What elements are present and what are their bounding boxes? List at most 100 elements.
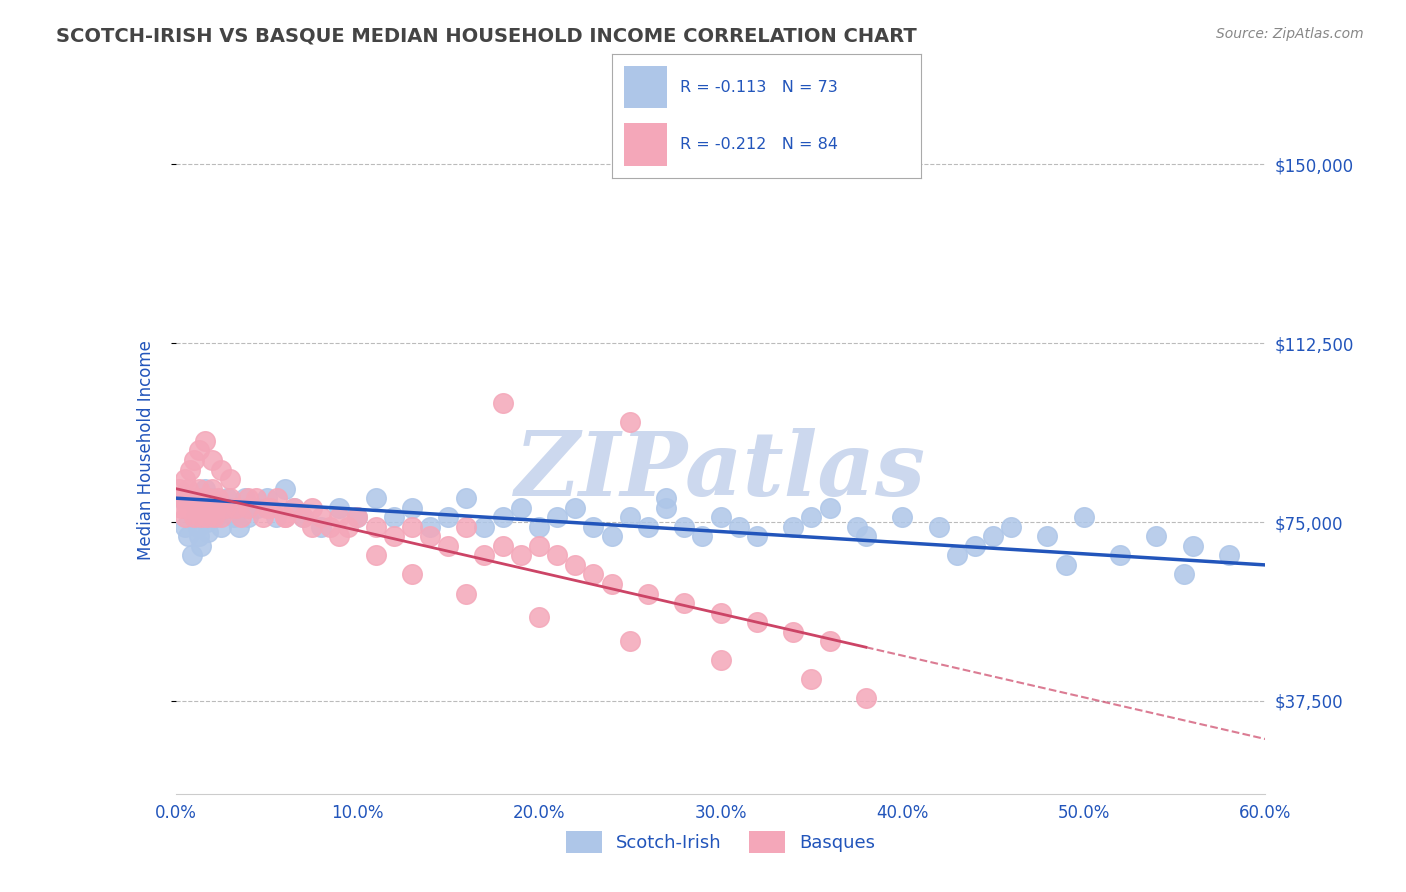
Point bbox=[309, 520, 332, 534]
Point bbox=[928, 520, 950, 534]
Point bbox=[201, 491, 224, 505]
Point bbox=[582, 567, 605, 582]
Point bbox=[172, 491, 194, 505]
Point bbox=[186, 520, 209, 534]
Point bbox=[283, 500, 305, 515]
Point bbox=[219, 500, 242, 515]
Point bbox=[1036, 529, 1059, 543]
Point bbox=[509, 549, 531, 563]
Point bbox=[727, 520, 749, 534]
Point bbox=[1146, 529, 1168, 543]
Point bbox=[188, 482, 211, 496]
Point bbox=[1073, 510, 1095, 524]
FancyBboxPatch shape bbox=[624, 123, 668, 166]
Point bbox=[328, 529, 350, 543]
Point bbox=[291, 510, 314, 524]
Point bbox=[745, 529, 768, 543]
Point bbox=[183, 453, 205, 467]
Point bbox=[527, 610, 550, 624]
Point bbox=[201, 482, 224, 496]
Point bbox=[170, 500, 193, 515]
Point bbox=[173, 472, 195, 486]
Point bbox=[655, 500, 678, 515]
Point bbox=[194, 482, 217, 496]
Point bbox=[319, 520, 342, 534]
Point bbox=[710, 653, 733, 667]
Point bbox=[184, 491, 207, 505]
Point bbox=[283, 500, 305, 515]
Point bbox=[245, 491, 267, 505]
Point bbox=[401, 500, 423, 515]
Point bbox=[437, 539, 460, 553]
Point bbox=[256, 500, 278, 515]
Point bbox=[259, 500, 281, 515]
Point bbox=[209, 520, 232, 534]
Point bbox=[655, 491, 678, 505]
Point bbox=[190, 539, 212, 553]
Y-axis label: Median Household Income: Median Household Income bbox=[136, 341, 155, 560]
Point bbox=[183, 510, 205, 524]
Point bbox=[176, 500, 198, 515]
Point bbox=[800, 510, 823, 524]
Point bbox=[219, 491, 242, 505]
Point bbox=[382, 510, 405, 524]
Point bbox=[855, 691, 877, 706]
Point bbox=[274, 510, 297, 524]
Point bbox=[231, 510, 253, 524]
Point bbox=[692, 529, 714, 543]
Point bbox=[181, 549, 204, 563]
Point bbox=[264, 510, 287, 524]
Text: ZIPatlas: ZIPatlas bbox=[515, 428, 927, 515]
Point bbox=[1181, 539, 1204, 553]
Point bbox=[492, 396, 515, 410]
Text: R = -0.113   N = 73: R = -0.113 N = 73 bbox=[679, 79, 838, 95]
Point bbox=[492, 539, 515, 553]
Point bbox=[225, 500, 247, 515]
Point bbox=[800, 673, 823, 687]
Point bbox=[945, 549, 967, 563]
Point bbox=[855, 529, 877, 543]
Point bbox=[238, 500, 260, 515]
Point bbox=[214, 500, 236, 515]
Point bbox=[188, 443, 211, 458]
Point bbox=[346, 510, 368, 524]
Point bbox=[1000, 520, 1022, 534]
Point bbox=[222, 510, 245, 524]
Point bbox=[233, 491, 256, 505]
Point bbox=[179, 491, 201, 505]
Point bbox=[204, 510, 226, 524]
Point bbox=[209, 462, 232, 476]
Point bbox=[209, 510, 232, 524]
Point bbox=[173, 520, 195, 534]
Point bbox=[201, 453, 224, 467]
Point bbox=[673, 596, 696, 610]
Point bbox=[456, 586, 478, 600]
Legend: Scotch-Irish, Basques: Scotch-Irish, Basques bbox=[558, 824, 883, 861]
Point bbox=[195, 515, 218, 529]
Point bbox=[202, 510, 225, 524]
Point bbox=[173, 510, 195, 524]
Point bbox=[582, 520, 605, 534]
Point bbox=[181, 500, 204, 515]
Point bbox=[564, 558, 586, 572]
Point bbox=[194, 500, 217, 515]
Point bbox=[619, 634, 641, 648]
Point bbox=[745, 615, 768, 630]
Point bbox=[546, 549, 568, 563]
Point bbox=[191, 500, 214, 515]
Point bbox=[456, 520, 478, 534]
Point bbox=[818, 634, 841, 648]
Point bbox=[238, 491, 260, 505]
Point bbox=[179, 462, 201, 476]
Point bbox=[963, 539, 986, 553]
Text: Source: ZipAtlas.com: Source: ZipAtlas.com bbox=[1216, 27, 1364, 41]
Point bbox=[238, 510, 260, 524]
Point bbox=[252, 510, 274, 524]
Point bbox=[197, 524, 219, 539]
Point bbox=[246, 500, 269, 515]
Point bbox=[527, 539, 550, 553]
Point bbox=[419, 529, 441, 543]
Point bbox=[301, 500, 323, 515]
Point bbox=[228, 520, 250, 534]
Point bbox=[419, 520, 441, 534]
